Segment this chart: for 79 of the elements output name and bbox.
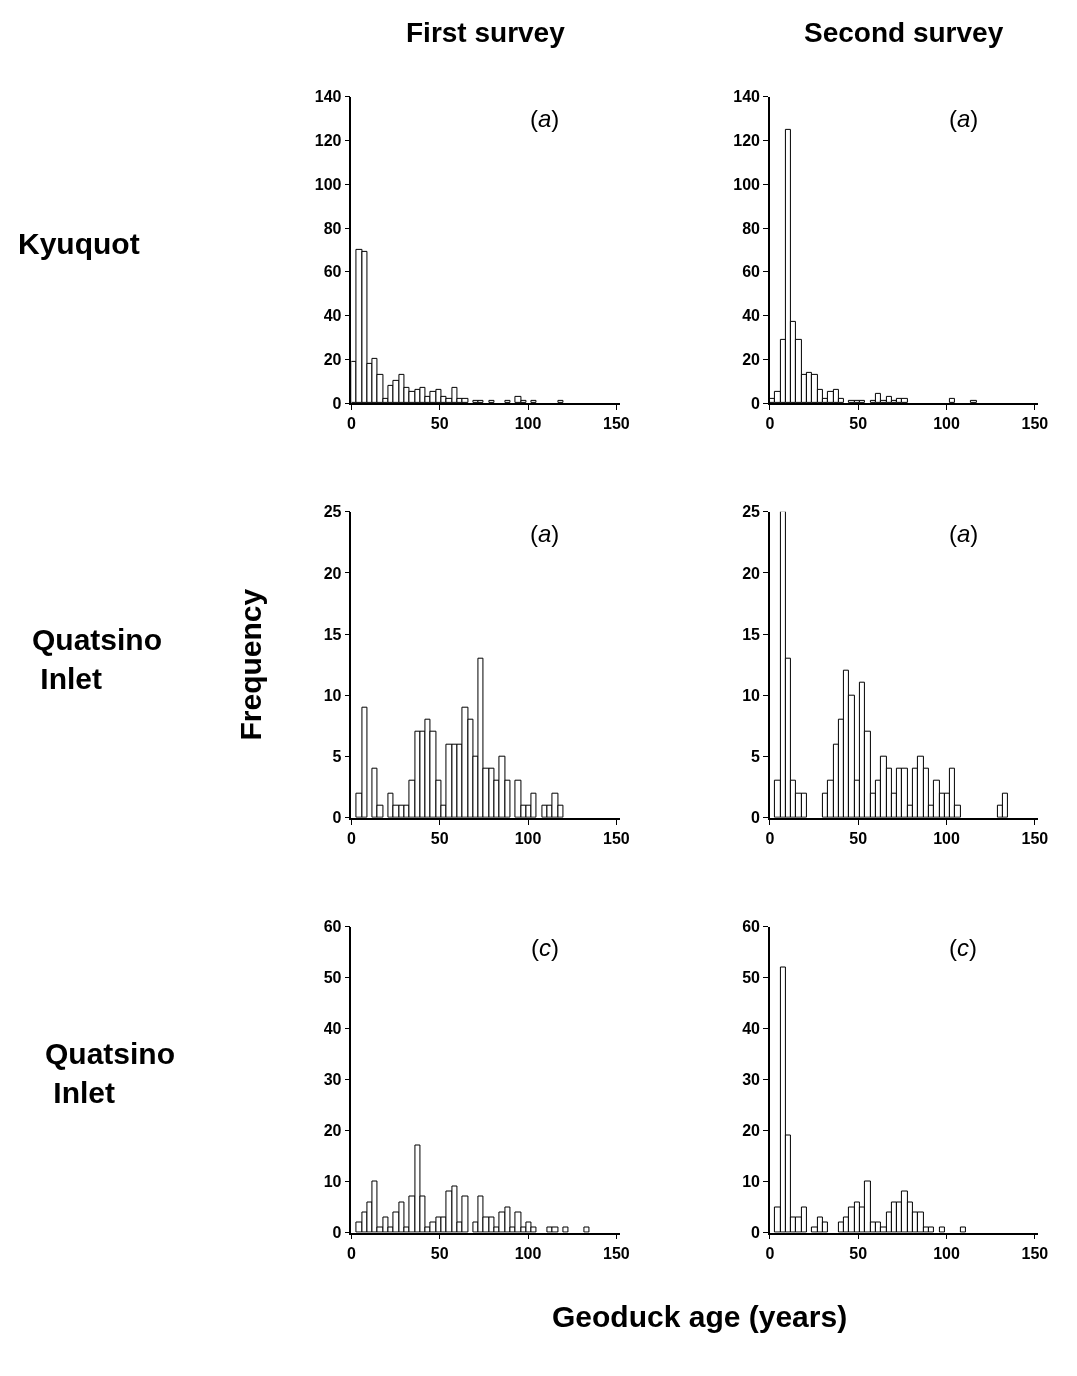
text: Kyuquot xyxy=(18,227,140,260)
x-tick-label: 100 xyxy=(933,1244,960,1262)
x-tick-label: 0 xyxy=(765,1244,775,1262)
y-tick-label: 20 xyxy=(323,350,342,368)
x-tick-label: 50 xyxy=(849,415,868,433)
y-tick-label: 10 xyxy=(323,687,342,704)
y-tick-label: 60 xyxy=(323,263,342,281)
y-tick-label: 0 xyxy=(751,809,761,827)
chart-title: Second survey xyxy=(804,17,1004,48)
y-tick-label: 20 xyxy=(742,1122,761,1140)
y-tick-label: 50 xyxy=(742,969,761,987)
y-tick-label: 80 xyxy=(323,219,342,237)
y-tick-label: 100 xyxy=(314,175,342,193)
x-tick-label: 100 xyxy=(933,829,960,847)
y-tick-label: 10 xyxy=(323,1173,342,1191)
y-tick-label: 20 xyxy=(742,350,761,368)
x-tick-label: 100 xyxy=(514,1244,542,1262)
x-tick-label: 50 xyxy=(430,415,449,433)
y-tick-label: 15 xyxy=(323,625,342,643)
x-tick-label: 0 xyxy=(765,829,775,847)
y-tick-label: 30 xyxy=(323,1071,342,1089)
x-tick-label: 150 xyxy=(1021,1244,1049,1262)
y-tick-label: 20 xyxy=(323,564,342,582)
x-tick-label: 100 xyxy=(514,829,542,847)
x-tick-label: 150 xyxy=(1021,829,1049,847)
chart-title: First survey xyxy=(406,17,566,48)
y-tick-label: 140 xyxy=(733,88,761,106)
y-tick-label: 0 xyxy=(751,394,761,412)
x-tick-label: 50 xyxy=(430,829,449,847)
y-tick-label: 40 xyxy=(323,1020,342,1038)
annotation: (a) xyxy=(949,520,979,547)
x-tick-label: 150 xyxy=(603,415,630,433)
y-tick-label: 60 xyxy=(742,918,761,936)
annotation: (a) xyxy=(530,520,560,547)
y-tick-label: 10 xyxy=(742,687,761,704)
annotation: (c) xyxy=(531,934,559,961)
y-tick-label: 120 xyxy=(314,132,342,150)
x-tick-label: 150 xyxy=(603,1244,630,1262)
y-tick-label: 5 xyxy=(751,748,761,766)
x-tick-label: 150 xyxy=(603,829,630,847)
y-tick-label: 0 xyxy=(332,1224,342,1242)
annotation: (c) xyxy=(949,934,977,961)
y-tick-label: 25 xyxy=(742,503,761,521)
x-tick-label: 0 xyxy=(765,415,775,433)
x-axis-title: Geoduck age (years) xyxy=(552,1300,848,1333)
y-tick-label: 100 xyxy=(733,175,761,193)
y-tick-label: 60 xyxy=(742,263,761,281)
y-tick-label: 140 xyxy=(314,88,342,106)
x-tick-label: 100 xyxy=(933,415,960,433)
annotation: (a) xyxy=(530,105,560,132)
y-tick-label: 0 xyxy=(332,394,342,412)
x-tick-label: 100 xyxy=(514,415,542,433)
y-tick-label: 40 xyxy=(742,307,761,325)
x-tick-label: 0 xyxy=(346,1244,356,1262)
y-tick-label: 60 xyxy=(323,918,342,936)
y-tick-label: 40 xyxy=(323,307,342,325)
y-axis-title: Frequency xyxy=(233,588,267,741)
annotation: (a) xyxy=(949,105,979,132)
y-tick-label: 30 xyxy=(742,1071,761,1089)
y-tick-label: 0 xyxy=(751,1224,761,1242)
text: Quatsino Inlet xyxy=(32,623,163,695)
y-tick-label: 10 xyxy=(742,1173,761,1191)
x-tick-label: 50 xyxy=(430,1244,449,1262)
x-tick-label: 150 xyxy=(1021,415,1049,433)
x-tick-label: 0 xyxy=(346,415,356,433)
y-tick-label: 40 xyxy=(742,1020,761,1038)
y-tick-label: 25 xyxy=(323,503,342,521)
y-tick-label: 0 xyxy=(332,809,342,827)
y-tick-label: 5 xyxy=(332,748,342,766)
y-tick-label: 120 xyxy=(733,132,761,150)
x-tick-label: 50 xyxy=(849,829,868,847)
y-tick-label: 50 xyxy=(323,969,342,987)
y-tick-label: 20 xyxy=(742,564,761,582)
text: Quatsino Inlet xyxy=(45,1037,176,1109)
y-tick-label: 15 xyxy=(742,625,761,643)
x-tick-label: 50 xyxy=(849,1244,868,1262)
x-tick-label: 0 xyxy=(346,829,356,847)
y-tick-label: 20 xyxy=(323,1122,342,1140)
y-tick-label: 80 xyxy=(742,219,761,237)
